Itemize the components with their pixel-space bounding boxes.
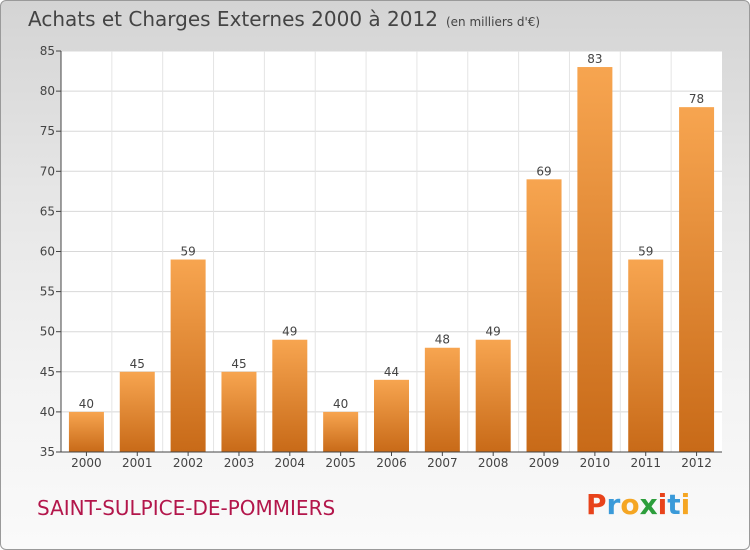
logo-letter: t [667,488,681,521]
bar [577,67,613,452]
logo-letter: i [680,488,691,521]
x-tick-label: 2003 [224,456,255,470]
bar [628,259,664,452]
y-tick-label: 70 [40,164,55,178]
x-tick-label: 2002 [173,456,204,470]
value-label: 59 [638,245,653,259]
bar [170,259,206,452]
axes: 35 40 45 50 55 60 65 70 75 80 85 2000 2001 2002 2003 20… [40,44,722,470]
value-label: 49 [282,325,297,339]
x-tick-label: 2004 [275,456,306,470]
value-label: 69 [536,164,551,178]
bar [526,179,562,452]
logo-letter: o [620,488,640,521]
commune-name: SAINT-SULPICE-DE-POMMIERS [37,496,336,520]
y-tick-label: 35 [40,445,55,459]
x-tick-label: 2009 [529,456,560,470]
bar [475,339,511,452]
y-tick-label: 60 [40,245,55,259]
value-label: 40 [333,397,348,411]
logo-letter: P [586,488,607,521]
logo-letter: i [657,488,668,521]
chart-title: Achats et Charges Externes 2000 à 2012 (e… [28,7,540,31]
x-tick-label: 2007 [427,456,458,470]
bar [424,347,460,452]
bar [374,379,409,452]
value-label: 45 [130,357,145,371]
x-tick-label: 2001 [122,456,153,470]
x-tick-label: 2006 [376,456,407,470]
y-tick-label: 45 [40,365,55,379]
y-tick-label: 55 [40,285,55,299]
value-label: 83 [587,52,602,66]
value-label: 78 [689,92,704,106]
logo-letter: x [639,488,658,521]
x-tick-label: 2000 [71,456,102,470]
chart-title-text: Achats et Charges Externes 2000 à 2012 [28,7,438,31]
logo-letter: r [606,488,621,521]
y-tick-label: 75 [40,124,55,138]
x-tick-label: 2012 [681,456,712,470]
value-label: 45 [231,357,246,371]
x-tick-label: 2005 [325,456,356,470]
value-label: 44 [384,365,399,379]
value-label: 59 [180,245,195,259]
bars [68,67,715,452]
bar [679,107,715,452]
value-label: 49 [486,325,501,339]
bar [323,411,359,452]
y-tick-label: 85 [40,44,55,58]
x-tick-label: 2011 [630,456,661,470]
bar [221,371,257,452]
x-tick-label: 2010 [580,456,611,470]
x-tick-label: 2008 [478,456,509,470]
y-tick-label: 80 [40,84,55,98]
bar [272,339,308,452]
y-tick-label: 65 [40,204,55,218]
proxiti-logo[interactable]: Proxiti [586,488,690,521]
value-labels: 40 45 59 45 49 40 44 48 49 69 83 59 78 [79,52,704,411]
chart-subtitle: (en milliers d'€) [445,15,541,29]
y-tick-label: 40 [40,405,55,419]
bar [119,371,155,452]
value-label: 40 [79,397,94,411]
value-label: 48 [435,333,450,347]
y-tick-label: 50 [40,325,55,339]
bar [68,411,104,452]
